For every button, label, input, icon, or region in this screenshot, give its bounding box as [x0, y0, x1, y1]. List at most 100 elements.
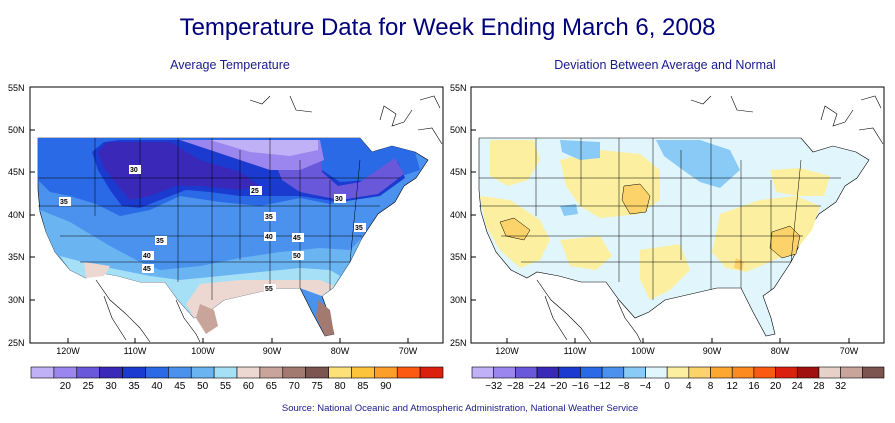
- right-colorbar-swatch: [645, 366, 668, 379]
- right-colorbar-swatch: [580, 366, 603, 379]
- right-colorbar-label: 4: [686, 381, 692, 392]
- right-colorbar-label: −28: [507, 381, 524, 392]
- left-colorbar-label: 85: [357, 381, 369, 392]
- right-map-subtitle: Deviation Between Average and Normal: [554, 58, 776, 72]
- left-colorbar-label: 25: [83, 381, 95, 392]
- right-colorbar-label: −16: [572, 381, 589, 392]
- left-colorbar-swatch: [145, 366, 169, 379]
- left-colorbar-label: 55: [220, 381, 232, 392]
- svg-text:35N: 35N: [450, 252, 467, 262]
- svg-text:50N: 50N: [8, 125, 25, 135]
- left-colorbar-swatch: [396, 366, 421, 379]
- left-colorbar-label: 80: [334, 381, 346, 392]
- average-temperature-map: 30 35 25 30 35 35 40 45 35 40 50 45 55: [8, 83, 444, 392]
- right-colorbar-swatch: [515, 366, 538, 379]
- right-colorbar-swatch: [688, 366, 711, 379]
- left-colorbar-swatch: [351, 366, 375, 379]
- left-colorbar-swatch: [168, 366, 192, 379]
- svg-text:35: 35: [355, 225, 363, 232]
- right-colorbar-label: −8: [618, 381, 630, 392]
- right-colorbar-label: 24: [792, 381, 804, 392]
- temperature-deviation-map: 55N 50N 45N 40N 35N 30N 25N 120W 110W 10…: [450, 83, 885, 392]
- left-colorbar-swatch: [99, 366, 123, 379]
- right-colorbar-swatch: [558, 366, 581, 379]
- left-colorbar-swatch: [282, 366, 306, 379]
- svg-text:45N: 45N: [450, 167, 467, 177]
- page-title: Temperature Data for Week Ending March 6…: [179, 14, 716, 41]
- left-lat-labels: 55N 50N 45N 40N 35N 30N 25N: [8, 83, 25, 348]
- left-colorbar-swatch: [374, 366, 398, 379]
- deviation-fill: [478, 95, 884, 343]
- svg-text:30: 30: [335, 196, 343, 203]
- svg-text:110W: 110W: [564, 346, 587, 356]
- right-colorbar-swatch: [471, 366, 494, 379]
- left-colorbar-swatch: [190, 366, 215, 379]
- svg-text:120W: 120W: [495, 346, 519, 356]
- right-colorbar-label: −4: [640, 381, 652, 392]
- contour-labels: 30 35 25 30 35 35 40 45 35 40 50 45 55: [59, 165, 366, 293]
- right-colorbar-swatch: [710, 366, 733, 379]
- svg-text:30: 30: [130, 167, 138, 174]
- left-colorbar-swatch: [259, 366, 284, 379]
- right-colorbar-label: 0: [664, 381, 670, 392]
- left-colorbar-label: 90: [380, 381, 392, 392]
- right-colorbar-swatch: [623, 366, 646, 379]
- svg-text:25: 25: [251, 188, 259, 195]
- right-lon-labels: 120W 110W 100W 90W 80W 70W: [495, 346, 859, 356]
- right-colorbar-swatch: [753, 366, 776, 379]
- svg-text:70W: 70W: [399, 346, 418, 356]
- left-colorbar-label: 45: [174, 381, 186, 392]
- svg-text:50N: 50N: [450, 125, 467, 135]
- svg-text:40N: 40N: [450, 210, 467, 220]
- source-credit: Source: National Oceanic and Atmospheric…: [281, 403, 639, 414]
- svg-text:100W: 100W: [631, 346, 655, 356]
- svg-text:35N: 35N: [8, 252, 25, 262]
- svg-text:30N: 30N: [450, 295, 467, 305]
- left-colorbar-label: 40: [151, 381, 163, 392]
- svg-text:40: 40: [143, 253, 151, 260]
- svg-text:100W: 100W: [191, 346, 215, 356]
- deviation-colorbar: −32 −28 −24 −20 −16 −12 −8 −4 0 4 8 12 16 20 24 28 32: [471, 366, 885, 392]
- svg-text:120W: 120W: [56, 346, 80, 356]
- left-colorbar-label: 20: [60, 381, 72, 392]
- left-colorbar-label: 65: [266, 381, 278, 392]
- svg-text:50: 50: [293, 253, 301, 260]
- right-colorbar-swatch: [601, 366, 625, 379]
- right-colorbar-label: −12: [594, 381, 611, 392]
- svg-text:55N: 55N: [450, 83, 467, 93]
- right-colorbar-swatch: [493, 366, 516, 379]
- right-colorbar-swatch: [796, 366, 820, 379]
- svg-text:55N: 55N: [8, 83, 25, 93]
- svg-text:45N: 45N: [8, 167, 25, 177]
- right-colorbar-label: −24: [529, 381, 546, 392]
- svg-text:40N: 40N: [8, 210, 25, 220]
- svg-text:110W: 110W: [124, 346, 147, 356]
- right-colorbar-label: 28: [813, 381, 825, 392]
- svg-text:25N: 25N: [450, 338, 467, 348]
- svg-text:35: 35: [265, 214, 273, 221]
- right-colorbar-swatch: [862, 366, 885, 379]
- svg-text:90W: 90W: [263, 346, 282, 356]
- left-colorbar-swatch: [419, 366, 444, 379]
- left-colorbar-label: 30: [106, 381, 118, 392]
- right-colorbar-label: 8: [708, 381, 714, 392]
- right-colorbar-label: 12: [727, 381, 739, 392]
- svg-text:90W: 90W: [703, 346, 722, 356]
- left-colorbar-swatch: [213, 366, 238, 379]
- left-colorbar-label: 75: [312, 381, 324, 392]
- left-colorbar-swatch: [236, 366, 261, 379]
- right-colorbar-swatch: [840, 366, 863, 379]
- svg-text:40: 40: [265, 234, 273, 241]
- temperature-fill: 30 35 25 30 35 35 40 45 35 40 50 45 55: [37, 95, 443, 343]
- svg-text:55: 55: [265, 286, 273, 293]
- left-colorbar-swatch: [305, 366, 329, 379]
- svg-text:35: 35: [60, 199, 68, 206]
- left-colorbar-swatch: [122, 366, 146, 379]
- right-colorbar-swatch: [536, 366, 560, 379]
- right-colorbar-label: 16: [748, 381, 760, 392]
- left-colorbar-label: 60: [243, 381, 255, 392]
- left-lon-labels: 120W 110W 100W 90W 80W 70W: [56, 346, 418, 356]
- svg-text:35: 35: [156, 238, 164, 245]
- svg-text:30N: 30N: [8, 295, 25, 305]
- left-colorbar-swatch: [76, 366, 100, 379]
